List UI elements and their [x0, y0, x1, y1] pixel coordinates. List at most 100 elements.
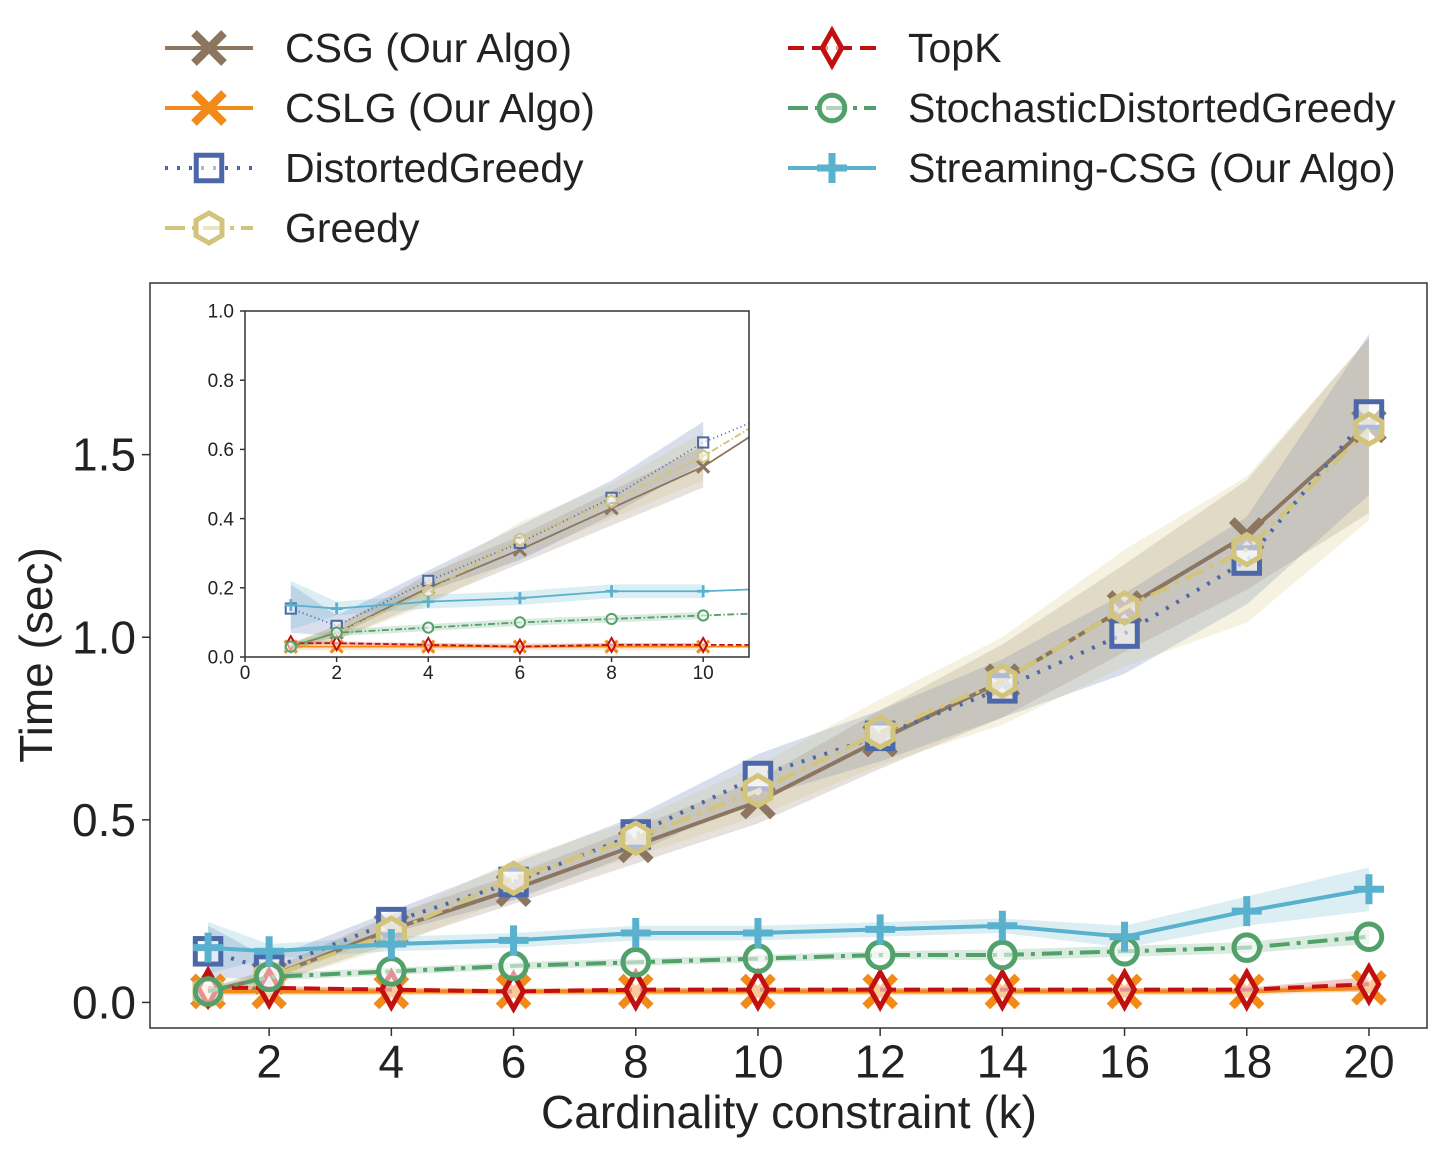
main-point-streaming-csg-our-algo-10: [1353, 874, 1384, 905]
legend-item-csg-our-algo: CSG (Our Algo): [165, 25, 572, 71]
main-point-stochasticdistortedgreedy-5: [742, 943, 774, 974]
legend-item-greedy: Greedy: [165, 205, 420, 251]
inset-point-topk-5: [698, 635, 709, 654]
inset-plot: 0 2 4 6 8 10 0.0 0.2 0.4 0.6 0.8 1.0: [208, 302, 750, 684]
inset-y-tick-label: 0.4: [208, 509, 235, 530]
main-point-stochasticdistortedgreedy-7: [987, 939, 1018, 971]
inset-point-greedy-3: [513, 532, 527, 547]
legend: CSG (Our Algo) CSLG (Our Algo) DistortedGr…: [165, 25, 1396, 251]
legend-label-stochasticdistortedgreedy: StochasticDistortedGreedy: [908, 85, 1396, 131]
inset-point-csg-our-algo-5: [696, 459, 711, 474]
main-y-tick-label: 0.0: [72, 977, 136, 1029]
main-point-streaming-csg-our-algo-9: [1231, 896, 1262, 927]
main-point-greedy-10: [1353, 411, 1385, 447]
legend-item-distortedgreedy: DistortedGreedy: [165, 145, 584, 191]
inset-x-tick-label: 4: [423, 663, 434, 684]
main-band-distortedgreedy: [208, 334, 1369, 981]
main-x-tick-label: 16: [1099, 1035, 1150, 1087]
inset-point-topk-3: [514, 637, 525, 656]
main-point-stochasticdistortedgreedy-1: [253, 961, 285, 993]
legend-marker-stochasticdistortedgreedy: [816, 92, 848, 124]
main-point-stochasticdistortedgreedy-2: [376, 956, 407, 987]
legend-label-cslg-our-algo: CSLG (Our Algo): [285, 85, 595, 131]
inset-point-greedy-5: [696, 449, 710, 464]
legend-marker-topk: [819, 25, 845, 71]
legend-marker-greedy: [193, 210, 225, 246]
inset-point-streaming-csg-our-algo-5: [697, 585, 710, 598]
inset-x-tick-label: 8: [606, 663, 617, 684]
main-point-streaming-csg-our-algo-3: [498, 925, 529, 956]
inset-point-stochasticdistortedgreedy-4: [605, 612, 618, 626]
main-point-topk-6: [867, 967, 893, 1012]
main-x-tick-label: 8: [623, 1035, 649, 1087]
main-x-tick-label: 2: [256, 1035, 282, 1087]
main-point-stochasticdistortedgreedy-9: [1231, 932, 1263, 963]
legend-label-distortedgreedy: DistortedGreedy: [285, 145, 584, 191]
inset-point-topk-1: [331, 634, 342, 653]
inset-point-streaming-csg-our-algo-1: [330, 602, 343, 615]
main-y-tick-label: 1.5: [72, 429, 136, 481]
inset-point-stochasticdistortedgreedy-0: [284, 640, 297, 653]
legend-item-cslg-our-algo: CSLG (Our Algo): [165, 85, 595, 131]
main-point-stochasticdistortedgreedy-4: [620, 947, 651, 978]
main-point-greedy-6: [864, 714, 896, 751]
main-x-tick-label: 6: [501, 1035, 527, 1087]
inset-point-streaming-csg-our-algo-4: [605, 585, 618, 598]
inset-point-stochasticdistortedgreedy-3: [513, 616, 527, 629]
legend-marker-streaming-csg-our-algo: [817, 153, 847, 183]
inset-band-distortedgreedy: [290, 421, 704, 637]
legend-marker-distortedgreedy: [193, 152, 225, 184]
inset-y-tick-label: 0.6: [208, 440, 234, 461]
main-x-tick-label: 20: [1343, 1035, 1394, 1087]
main-x-tick-label: 10: [732, 1035, 783, 1087]
inset-point-stochasticdistortedgreedy-2: [422, 621, 435, 634]
main-point-topk-4: [623, 967, 649, 1012]
main-point-streaming-csg-our-algo-6: [865, 914, 896, 945]
main-x-tick-label: 4: [379, 1035, 405, 1087]
main-point-stochasticdistortedgreedy-3: [498, 950, 529, 982]
inset-x-tick-label: 2: [331, 663, 342, 684]
main-point-stochasticdistortedgreedy-10: [1353, 921, 1385, 952]
inset-band-greedy: [290, 432, 704, 651]
main-x-tick-label: 18: [1221, 1035, 1272, 1087]
main-point-streaming-csg-our-algo-4: [620, 918, 651, 949]
inset-point-distortedgreedy-5: [697, 436, 710, 449]
main-point-greedy-3: [498, 860, 530, 897]
inset-point-streaming-csg-our-algo-3: [513, 592, 526, 605]
main-point-greedy-4: [620, 820, 652, 856]
inset-point-topk-4: [606, 635, 617, 654]
main-point-topk-8: [1111, 967, 1138, 1012]
legend-label-streaming-csg-our-algo: Streaming-CSG (Our Algo): [908, 145, 1396, 191]
inset-point-streaming-csg-our-algo-2: [422, 595, 435, 608]
legend-marker-csg-our-algo: [191, 30, 227, 66]
main-point-topk-5: [745, 967, 771, 1012]
main-point-topk-3: [500, 969, 527, 1014]
main-point-stochasticdistortedgreedy-0: [192, 976, 224, 1007]
main-x-tick-label: 14: [977, 1035, 1028, 1087]
main-point-streaming-csg-our-algo-8: [1109, 921, 1140, 952]
inset-point-streaming-csg-our-algo-0: [284, 599, 297, 612]
main-y-tick-label: 1.0: [72, 611, 136, 663]
inset-x-tick-label: 10: [693, 663, 714, 684]
main-frame: [149, 282, 1428, 1029]
inset-band-csg-our-algo: [290, 445, 704, 651]
legend-label-csg-our-algo: CSG (Our Algo): [285, 25, 572, 71]
y-axis-label: Time (sec): [10, 547, 62, 763]
inset-frame: [244, 310, 750, 658]
main-point-streaming-csg-our-algo-5: [742, 918, 773, 949]
x-axis-label: Cardinality constraint (k): [541, 1086, 1037, 1138]
inset-x-tick-label: 6: [515, 663, 526, 684]
legend-item-streaming-csg-our-algo: Streaming-CSG (Our Algo): [788, 145, 1396, 191]
inset-point-greedy-2: [422, 584, 435, 599]
main-point-greedy-9: [1231, 531, 1263, 568]
main-point-streaming-csg-our-algo-0: [193, 932, 224, 963]
main-point-streaming-csg-our-algo-7: [987, 910, 1018, 941]
inset-y-tick-label: 0.0: [208, 648, 234, 669]
legend-marker-cslg-our-algo: [191, 90, 227, 126]
inset-point-greedy-4: [605, 494, 618, 509]
main-point-greedy-8: [1109, 590, 1141, 626]
main-point-topk-9: [1234, 967, 1260, 1012]
inset-point-stochasticdistortedgreedy-5: [697, 609, 710, 622]
main-point-stochasticdistortedgreedy-6: [864, 939, 896, 971]
